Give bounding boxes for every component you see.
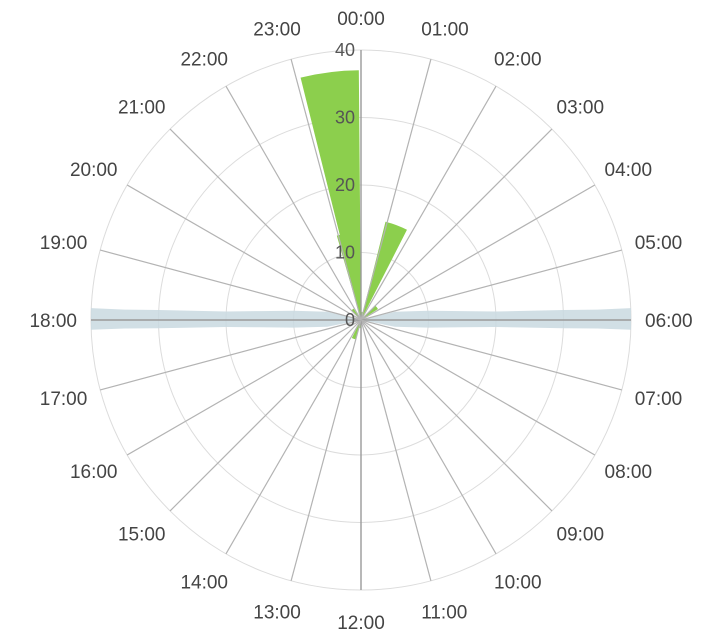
bar-tall-00:00 [300,70,361,319]
angle-label-03-00: 03:00 [557,98,605,119]
spoke-04:00 [360,184,596,321]
angle-label-18-00: 18:00 [29,311,77,332]
spoke-01:00 [360,59,432,321]
angular-tick-labels: 00:00 01:00 02:00 03:00 04:00 05:00 06:00 07:00… [29,9,692,629]
spoke-03:00 [360,128,553,321]
radial-tick-20: 20 [335,175,355,195]
spoke-16:00 [126,319,362,456]
angle-label-22-00: 22:00 [180,50,228,71]
spoke-22:00 [225,85,362,321]
spoke-07:00 [360,319,622,391]
spoke-11:00 [360,319,432,581]
spoke-10:00 [360,319,497,555]
angle-label-11-00: 11:00 [421,603,467,624]
angle-label-19-00: 19:00 [40,233,88,254]
spoke-09:00 [360,319,553,512]
angle-label-20-00: 20:00 [70,160,118,181]
radial-tick-0: 0 [345,310,355,330]
angle-label-08-00: 08:00 [605,462,653,483]
spoke-19:00 [100,249,362,321]
radial-tick-10: 10 [335,243,355,263]
angle-label-23-00: 23:00 [253,19,301,40]
angle-label-13-00: 13:00 [253,603,301,624]
angle-label-02-00: 02:00 [494,50,542,71]
angle-label-09-00: 09:00 [557,525,605,546]
spoke-08:00 [360,319,596,456]
angle-label-17-00: 17:00 [40,389,88,410]
angle-label-12-00: 12:00 [337,613,385,629]
angle-label-06-00: 06:00 [645,311,693,332]
radial-tick-30: 30 [335,108,355,128]
angle-label-16-00: 16:00 [70,462,118,483]
spoke-05:00 [360,249,622,321]
radial-tick-40: 40 [335,40,355,60]
spoke-02:00 [360,85,497,321]
spoke-15:00 [169,319,362,512]
angle-label-07-00: 07:00 [635,389,683,410]
angle-label-21-00: 21:00 [118,98,166,119]
filled-band-layer [91,308,631,330]
band-left [91,308,361,330]
angle-label-05-00: 05:00 [635,233,683,254]
bar-01:00 [361,221,407,319]
angle-label-01-00: 01:00 [421,19,469,40]
radial-tick-labels: 0 10 20 30 40 [335,40,355,330]
spoke-13:00 [290,319,362,581]
spoke-21:00 [169,128,362,321]
angle-label-04-00: 04:00 [605,160,653,181]
angle-label-14-00: 14:00 [180,573,228,594]
angle-label-00-00: 00:00 [337,9,385,30]
spoke-20:00 [126,184,362,321]
spoke-17:00 [100,319,362,391]
spoke-14:00 [225,319,362,555]
band-right [361,308,631,330]
angle-label-10-00: 10:00 [494,573,542,594]
angular-grid [91,50,631,590]
spoke-23:00 [290,59,362,321]
angle-label-15-00: 15:00 [118,525,166,546]
